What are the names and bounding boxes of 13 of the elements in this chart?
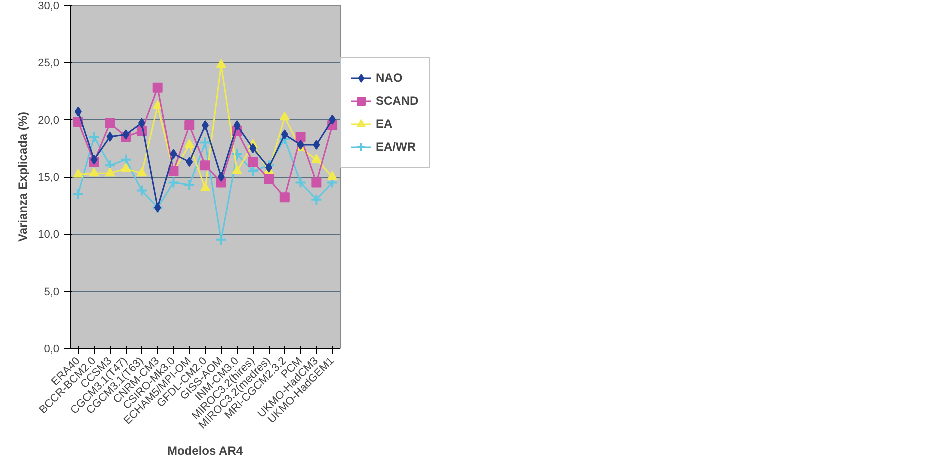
legend-label: EA/WR [376, 140, 416, 154]
legend-label: EA [376, 117, 394, 131]
legend-label: NAO [376, 71, 403, 85]
x-axis-title: Modelos AR4 [167, 444, 244, 458]
y-tick-label: 10,0 [38, 229, 60, 242]
legend-label: SCAND [376, 94, 419, 108]
y-tick-label: 5,0 [44, 286, 60, 298]
y-tick-label: 20,0 [38, 114, 60, 127]
y-tick-label: 25,0 [38, 58, 60, 70]
y-tick-label: 0,0 [44, 344, 60, 356]
y-axis-title: Varianza Explicada (%) [16, 112, 30, 242]
y-tick-label: 15,0 [38, 172, 60, 184]
y-tick-label: 30,0 [38, 0, 60, 12]
